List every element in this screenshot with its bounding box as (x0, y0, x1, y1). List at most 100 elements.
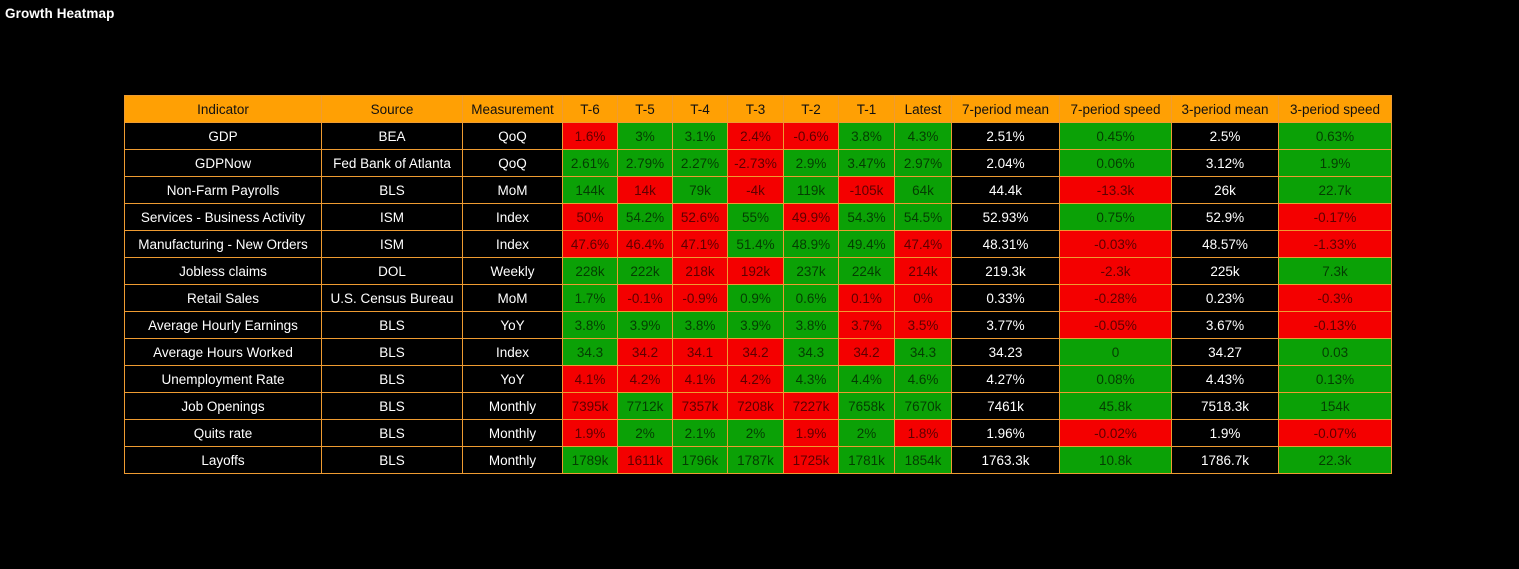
period-value-cell: 3.5% (894, 311, 952, 339)
period-value-cell: 1854k (894, 446, 952, 474)
measurement-cell: QoQ (462, 149, 563, 177)
period-value-cell: 228k (562, 257, 618, 285)
period-value-cell: 0% (894, 284, 952, 312)
mean7-cell: 3.77% (951, 311, 1060, 339)
period-value-cell: 51.4% (727, 230, 784, 258)
period-value-cell: 2.1% (672, 419, 728, 447)
period-value-cell: 2.4% (727, 122, 784, 150)
indicator-cell: Non-Farm Payrolls (124, 176, 322, 204)
period-value-cell: 2.9% (783, 149, 839, 177)
period-value-cell: 34.2 (617, 338, 673, 366)
period-value-cell: 47.4% (894, 230, 952, 258)
period-value-cell: 47.6% (562, 230, 618, 258)
table-row: Quits rate BLS Monthly 1.9% 2% 2.1% 2% 1.9% 2% 1.… (124, 419, 1392, 447)
indicator-cell: Jobless claims (124, 257, 322, 285)
growth-heatmap-table: Indicator Source Measurement T-6 T-5 T-4 T-3 T-… (124, 95, 1392, 474)
measurement-cell: Monthly (462, 446, 563, 474)
mean3-cell: 48.57% (1171, 230, 1279, 258)
header-row: Indicator Source Measurement T-6 T-5 T-4 T-3 T-… (124, 95, 1392, 123)
period-value-cell: 79k (672, 176, 728, 204)
mean3-cell: 225k (1171, 257, 1279, 285)
period-value-cell: 1725k (783, 446, 839, 474)
source-cell: BEA (321, 122, 463, 150)
indicator-cell: Layoffs (124, 446, 322, 474)
source-cell: DOL (321, 257, 463, 285)
period-value-cell: 1.9% (783, 419, 839, 447)
period-value-cell: 4.2% (727, 365, 784, 393)
period-value-cell: 1787k (727, 446, 784, 474)
mean3-cell: 2.5% (1171, 122, 1279, 150)
mean3-cell: 3.12% (1171, 149, 1279, 177)
period-value-cell: 222k (617, 257, 673, 285)
speed7-cell: -13.3k (1059, 176, 1172, 204)
table-row: Average Hours Worked BLS Index 34.3 34.2 34.1… (124, 338, 1392, 366)
mean7-cell: 2.04% (951, 149, 1060, 177)
speed3-cell: 0.13% (1278, 365, 1392, 393)
period-value-cell: 192k (727, 257, 784, 285)
table-row: Retail Sales U.S. Census Bureau MoM 1.7% -0.… (124, 284, 1392, 312)
period-value-cell: 4.1% (672, 365, 728, 393)
period-value-cell: -105k (838, 176, 895, 204)
period-value-cell: 237k (783, 257, 839, 285)
source-cell: ISM (321, 230, 463, 258)
indicator-cell: GDPNow (124, 149, 322, 177)
period-value-cell: 4.2% (617, 365, 673, 393)
period-value-cell: 3.8% (562, 311, 618, 339)
column-header: T-2 (783, 95, 839, 123)
column-header: Measurement (462, 95, 563, 123)
speed3-cell: 22.7k (1278, 176, 1392, 204)
column-header: T-3 (727, 95, 784, 123)
period-value-cell: 48.9% (783, 230, 839, 258)
period-value-cell: 4.6% (894, 365, 952, 393)
table-row: Services - Business Activity ISM Index 50% 5… (124, 203, 1392, 231)
period-value-cell: 2% (617, 419, 673, 447)
period-value-cell: 4.1% (562, 365, 618, 393)
measurement-cell: Index (462, 230, 563, 258)
period-value-cell: 1796k (672, 446, 728, 474)
mean3-cell: 26k (1171, 176, 1279, 204)
source-cell: Fed Bank of Atlanta (321, 149, 463, 177)
indicator-cell: Quits rate (124, 419, 322, 447)
speed7-cell: -0.03% (1059, 230, 1172, 258)
mean7-cell: 1763.3k (951, 446, 1060, 474)
period-value-cell: 49.4% (838, 230, 895, 258)
speed7-cell: 0.45% (1059, 122, 1172, 150)
mean3-cell: 1.9% (1171, 419, 1279, 447)
measurement-cell: QoQ (462, 122, 563, 150)
period-value-cell: 4.3% (894, 122, 952, 150)
period-value-cell: 7395k (562, 392, 618, 420)
column-header: 7-period speed (1059, 95, 1172, 123)
period-value-cell: 34.2 (727, 338, 784, 366)
measurement-cell: YoY (462, 311, 563, 339)
period-value-cell: 2.27% (672, 149, 728, 177)
period-value-cell: 46.4% (617, 230, 673, 258)
speed7-cell: 0.75% (1059, 203, 1172, 231)
table-row: Jobless claims DOL Weekly 228k 222k 218k 192k 2… (124, 257, 1392, 285)
source-cell: U.S. Census Bureau (321, 284, 463, 312)
speed7-cell: 0.06% (1059, 149, 1172, 177)
mean3-cell: 52.9% (1171, 203, 1279, 231)
source-cell: BLS (321, 311, 463, 339)
column-header: 7-period mean (951, 95, 1060, 123)
period-value-cell: 7227k (783, 392, 839, 420)
period-value-cell: 3.9% (727, 311, 784, 339)
period-value-cell: 3.8% (672, 311, 728, 339)
speed3-cell: 7.3k (1278, 257, 1392, 285)
measurement-cell: Weekly (462, 257, 563, 285)
table-row: Non-Farm Payrolls BLS MoM 144k 14k 79k -4k 119k… (124, 176, 1392, 204)
speed7-cell: 45.8k (1059, 392, 1172, 420)
period-value-cell: 34.1 (672, 338, 728, 366)
indicator-cell: Unemployment Rate (124, 365, 322, 393)
indicator-cell: GDP (124, 122, 322, 150)
period-value-cell: 52.6% (672, 203, 728, 231)
period-value-cell: 34.3 (783, 338, 839, 366)
measurement-cell: Monthly (462, 392, 563, 420)
mean3-cell: 4.43% (1171, 365, 1279, 393)
period-value-cell: 7712k (617, 392, 673, 420)
indicator-cell: Job Openings (124, 392, 322, 420)
speed3-cell: 1.9% (1278, 149, 1392, 177)
speed7-cell: -0.28% (1059, 284, 1172, 312)
speed3-cell: 0.03 (1278, 338, 1392, 366)
period-value-cell: 55% (727, 203, 784, 231)
indicator-cell: Retail Sales (124, 284, 322, 312)
